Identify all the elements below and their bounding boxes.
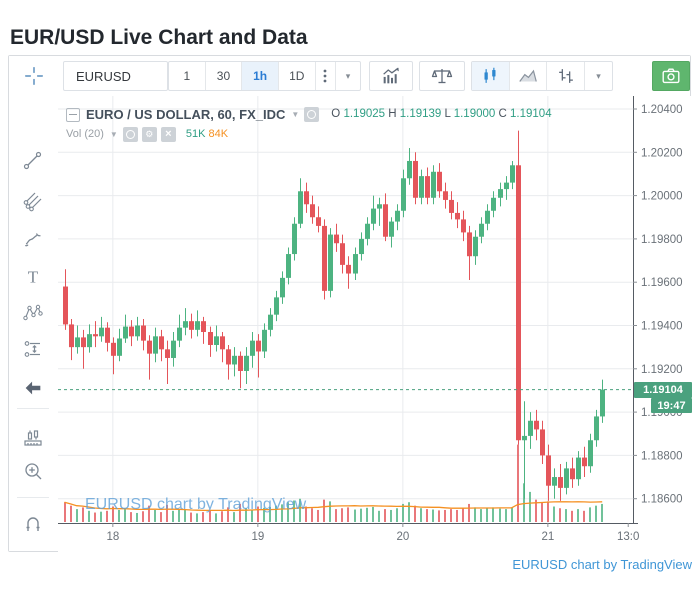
style-dropdown-button[interactable]: ▾ [583, 62, 612, 90]
high-label: H [388, 108, 397, 120]
tradingview-widget: EURUSD 1 30 1h 1D ▾ [8, 55, 692, 553]
chevron-down-icon[interactable]: ▼ [291, 110, 300, 119]
chart-legend: EURO / US DOLLAR, 60, FX_IDC ▼ O 1.19025… [66, 105, 552, 144]
chevron-down-icon: ▾ [345, 70, 351, 81]
last-price-badge: 1.19104 [634, 382, 692, 398]
legend-series-title: EURO / US DOLLAR, 60, FX_IDC [86, 107, 286, 122]
svg-text:1.18800: 1.18800 [641, 450, 683, 462]
close-label: C [498, 108, 507, 120]
text-tool-icon: T [28, 268, 39, 287]
svg-text:1.18600: 1.18600 [641, 494, 683, 506]
style-bars-button[interactable] [546, 62, 584, 90]
legend-collapse-button[interactable] [66, 107, 80, 122]
tradingview-attribution-link[interactable]: EURUSD chart by TradingView [512, 557, 692, 572]
drawing-toolbar: T [9, 96, 59, 551]
svg-text:19: 19 [251, 531, 264, 543]
chevron-down-icon: ▾ [596, 70, 601, 81]
compare-scales-icon [431, 69, 453, 84]
low-value: 1.19000 [453, 108, 496, 120]
close-icon[interactable]: × [160, 127, 176, 142]
interval-dropdown-button[interactable]: ▾ [334, 62, 360, 90]
magnet-icon [26, 517, 40, 531]
svg-text:1.20200: 1.20200 [641, 147, 683, 159]
chart-pane[interactable]: 1.20400 1.20200 1.20000 1.19800 1.19600 1.194… [58, 96, 692, 553]
svg-text:1.20000: 1.20000 [641, 191, 683, 203]
sidebar-back-arrow[interactable] [21, 376, 45, 400]
open-value: 1.19025 [343, 108, 386, 120]
close-value: 1.19104 [510, 108, 552, 120]
interval-30m[interactable]: 30 [204, 62, 242, 90]
area-chart-icon [519, 69, 537, 82]
symbol-label: EURUSD [76, 68, 131, 84]
trend-line-icon [23, 151, 42, 170]
style-candles-button[interactable] [472, 62, 509, 90]
page-title: EUR/USD Live Chart and Data [10, 26, 308, 50]
symbol-input[interactable]: EURUSD [63, 61, 168, 91]
brush-icon [24, 233, 41, 247]
chart-svg: 1.20400 1.20200 1.20000 1.19800 1.19600 1.194… [58, 96, 683, 543]
svg-text:1.19600: 1.19600 [641, 277, 683, 289]
crosshair-tool-button[interactable] [17, 61, 51, 91]
text-tool[interactable]: T [21, 265, 45, 289]
style-area-button[interactable] [508, 62, 547, 90]
svg-text:1.19400: 1.19400 [641, 321, 683, 333]
zoom-in-icon [25, 463, 42, 480]
low-label: L [444, 108, 451, 120]
crosshair-icon [25, 67, 43, 85]
svg-text:20: 20 [396, 531, 409, 543]
xabcd-pattern-icon [23, 304, 43, 321]
forecast-icon [24, 341, 40, 357]
volume-ma-value: 84K [208, 128, 229, 140]
bar-countdown-badge: 19:47 [651, 398, 692, 413]
measure-tool[interactable] [21, 426, 45, 450]
svg-text:13:0: 13:0 [617, 531, 639, 543]
candlestick-icon [484, 67, 496, 83]
kebab-menu-icon [323, 69, 327, 83]
pattern-tool[interactable] [21, 301, 45, 325]
interval-1d[interactable]: 1D [277, 62, 315, 90]
compare-button[interactable] [419, 61, 465, 91]
open-label: O [331, 108, 341, 120]
eye-icon[interactable] [122, 127, 138, 142]
indicators-button[interactable] [369, 61, 413, 91]
high-value: 1.19139 [399, 108, 442, 120]
pitchfork-tool[interactable] [21, 189, 45, 213]
volume-value: 51K [185, 128, 206, 140]
magnet-tool[interactable] [21, 512, 45, 536]
zoom-in-tool[interactable] [21, 459, 45, 483]
volume-study-label: Vol (20) [66, 128, 104, 140]
forecast-tool[interactable] [21, 337, 45, 361]
interval-1h[interactable]: 1h [241, 62, 278, 90]
sidebar-separator [17, 408, 49, 409]
brush-tool[interactable] [21, 227, 45, 251]
gear-icon[interactable]: ⚙ [141, 127, 157, 142]
svg-text:18: 18 [106, 531, 119, 543]
bar-measure-icon [24, 430, 42, 446]
tradingview-watermark: EURUSD chart by TradingView [85, 496, 307, 513]
svg-text:1.19800: 1.19800 [641, 234, 683, 246]
interval-group: 1 30 1h 1D ▾ [168, 61, 361, 91]
snapshot-button[interactable] [652, 61, 690, 91]
pitchfork-icon [23, 192, 42, 212]
chevron-down-icon[interactable]: ▼ [109, 130, 118, 139]
ohlc-bars-icon [558, 69, 573, 83]
sidebar-separator [17, 497, 49, 498]
interval-more-button[interactable] [314, 62, 335, 90]
camera-icon [662, 68, 680, 84]
indicators-icon [383, 67, 399, 84]
trend-line-tool[interactable] [21, 149, 45, 173]
chart-toolbar: EURUSD 1 30 1h 1D ▾ [9, 56, 690, 96]
svg-text:T: T [28, 268, 39, 287]
chart-style-group: ▾ [471, 61, 613, 91]
svg-text:1.20400: 1.20400 [641, 104, 683, 116]
arrow-left-icon [25, 381, 41, 395]
eye-icon[interactable] [304, 107, 320, 122]
svg-text:21: 21 [541, 531, 554, 543]
interval-1m[interactable]: 1 [183, 69, 191, 83]
svg-text:1.19200: 1.19200 [641, 364, 683, 376]
